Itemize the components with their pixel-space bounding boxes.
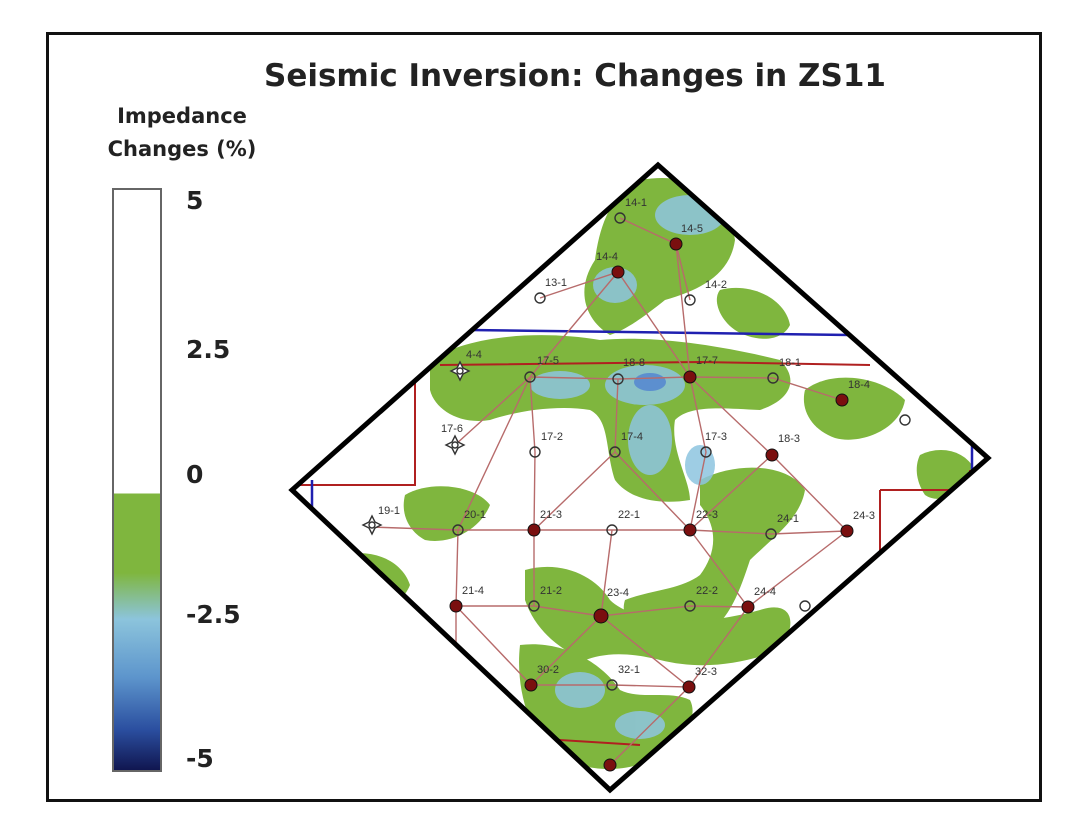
well-label: 21-4 (462, 585, 484, 597)
well-label: 22-2 (696, 585, 718, 597)
well-label: 17-5 (537, 355, 559, 367)
well-label: 24-1 (777, 513, 799, 525)
legend-title-line1: Impedance (117, 104, 247, 128)
well-label: 17-6 (441, 423, 463, 435)
well-label: 17-3 (705, 431, 727, 443)
legend-tick-2-5: 2.5 (186, 335, 231, 364)
well-label: 30-2 (537, 664, 559, 676)
well-label: 19-1 (378, 505, 400, 517)
well-label: 17-4 (621, 431, 643, 443)
anomaly-strong-low (634, 373, 666, 391)
well-label: 21-3 (540, 509, 562, 521)
well-label: 32-1 (618, 664, 640, 676)
survey-outline (288, 161, 992, 794)
well-label: 18-3 (778, 433, 800, 445)
well-label: 14-1 (625, 197, 647, 209)
legend-colorbar (112, 188, 162, 772)
well-label: 23-4 (607, 587, 629, 599)
well-label: 18-4 (848, 379, 870, 391)
injector-wells (361, 360, 471, 536)
legend-title: Impedance Changes (%) (92, 100, 272, 166)
open-wells (452, 212, 911, 691)
legend-tick-neg-2-5: -2.5 (186, 600, 241, 629)
well-label: 22-3 (696, 509, 718, 521)
well-label: 4-4 (466, 349, 482, 361)
well-label: 32-3 (695, 666, 717, 678)
well-connections (369, 217, 849, 766)
well-label: 13-1 (545, 277, 567, 289)
legend-tick-5: 5 (186, 186, 204, 215)
well-label: 24-4 (754, 586, 776, 598)
producer-wells (449, 237, 854, 772)
wells (361, 212, 911, 772)
well-label: 22-1 (618, 509, 640, 521)
well-labels: 14-1 14-5 14-4 13-1 14-2 4-4 17-5 18-8 1… (378, 197, 875, 678)
well-label: 17-2 (541, 431, 563, 443)
well-label: 17-7 (696, 355, 718, 367)
well-label: 14-4 (596, 251, 618, 263)
legend-tick-0: 0 (186, 460, 204, 489)
well-label: 21-2 (540, 585, 562, 597)
well-label: 18-8 (623, 357, 645, 369)
well-label: 14-5 (681, 223, 703, 235)
well-label: 24-3 (853, 510, 875, 522)
map-title: Seismic Inversion: Changes in ZS11 (264, 58, 886, 94)
legend-tick-neg-5: -5 (186, 744, 214, 773)
well-label: 14-2 (705, 279, 727, 291)
well-label: 18-1 (779, 357, 801, 369)
legend-title-line2: Changes (%) (107, 137, 257, 161)
well-label: 20-1 (464, 509, 486, 521)
map-field: 14-1 14-5 14-4 13-1 14-2 4-4 17-5 18-8 1… (300, 178, 975, 790)
